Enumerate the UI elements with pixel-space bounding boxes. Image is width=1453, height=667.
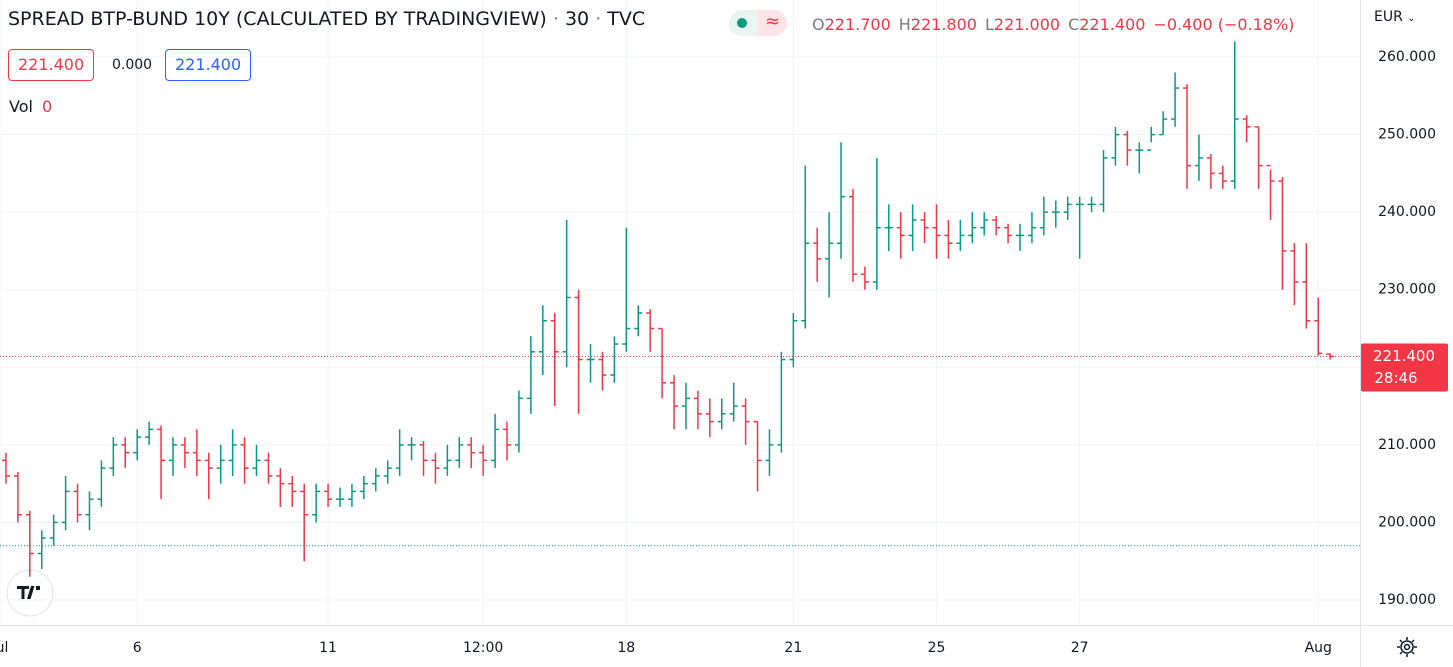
x-tick-label: 18 — [617, 640, 635, 656]
price-label-box — [1361, 343, 1448, 392]
volume-label: Vol — [9, 97, 33, 116]
market-dot — [737, 18, 747, 28]
currency-menu[interactable]: EUR ⌄ — [1374, 9, 1416, 25]
interval: 30 — [564, 8, 590, 30]
x-tick-label: 21 — [784, 640, 802, 656]
gear-teeth[interactable] — [1397, 637, 1417, 657]
y-tick-label: 210.000 — [1378, 437, 1436, 453]
price-label: 221.400 — [1373, 347, 1435, 365]
ask-box[interactable]: 221.400 — [165, 49, 252, 81]
y-tick-label: 250.000 — [1378, 127, 1436, 143]
legend-header: SPREAD BTP-BUND 10Y (CALCULATED BY TRADI… — [8, 8, 645, 30]
y-tick-label: 200.000 — [1378, 514, 1436, 530]
separator: · — [552, 8, 559, 30]
ohlc-key: L — [984, 15, 994, 34]
volume-legend: Vol 0 — [9, 97, 52, 116]
tv-logo[interactable] — [6, 569, 54, 617]
logo-mark[interactable] — [17, 586, 40, 599]
x-tick-label: Jul — [0, 640, 8, 656]
y-tick-label: 260.000 — [1378, 49, 1436, 65]
ohlc-value: 221.000 — [993, 15, 1061, 34]
y-tick-label: 190.000 — [1378, 592, 1436, 608]
ohlc-key: O — [812, 15, 825, 34]
currency[interactable]: EUR — [1374, 9, 1403, 25]
ohlc-value: 221.400 — [1079, 15, 1146, 34]
ohlc-key: H — [898, 15, 911, 34]
x-tick-label: 12:00 — [463, 640, 503, 656]
symbol-title: SPREAD BTP-BUND 10Y (CALCULATED BY TRADI… — [8, 8, 547, 30]
spread: 0.000 — [112, 57, 153, 73]
gear-ring[interactable] — [1400, 640, 1414, 654]
y-tick-label: 240.000 — [1378, 204, 1436, 220]
source: TVC — [607, 8, 646, 30]
ohlc-value: 221.800 — [910, 15, 977, 34]
x-tick-label: 6 — [133, 640, 142, 656]
y-tick-label: 230.000 — [1378, 282, 1436, 298]
bars — [1, 41, 1335, 577]
countdown: 28:46 — [1374, 369, 1417, 387]
gear-hub[interactable] — [1403, 643, 1411, 651]
status-badge[interactable]: ≈ — [729, 10, 787, 36]
ohlc-values: O221.700 H221.800 L221.000 C221.400 −0.400 (… — [812, 15, 1294, 34]
volume-value: 0 — [42, 97, 53, 116]
settings-icon[interactable] — [1397, 637, 1417, 657]
grid — [0, 0, 1360, 625]
ohlc-key: C — [1068, 15, 1080, 34]
separator: · — [595, 8, 602, 30]
x-tick-label: 11 — [319, 640, 337, 656]
bid-box[interactable]: 221.400 — [8, 49, 95, 81]
change: −0.400 (−0.18%) — [1153, 15, 1295, 34]
x-tick-label: 25 — [928, 640, 946, 656]
x-tick-label: 27 — [1071, 640, 1089, 656]
ohlc-value: 221.700 — [824, 15, 891, 34]
delay-icon: ≈ — [758, 10, 787, 36]
x-tick-label: Aug — [1305, 640, 1332, 656]
